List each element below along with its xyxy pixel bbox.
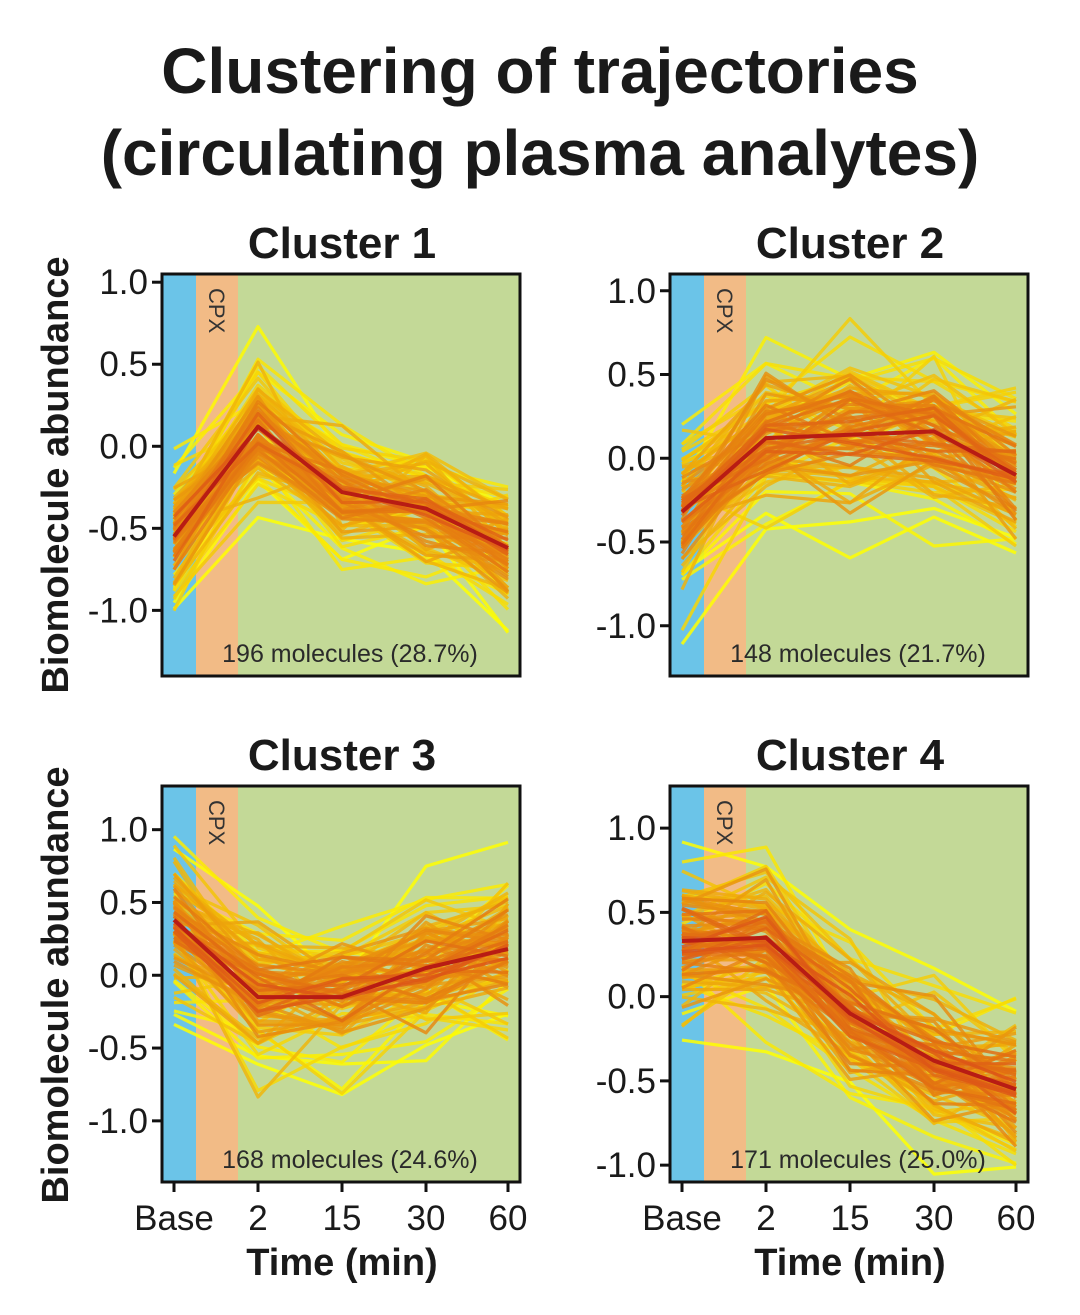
y-tick-label: -1.0 bbox=[596, 607, 656, 646]
trajectory-line bbox=[680, 427, 1017, 514]
figure-title-line-2: (circulating plasma analytes) bbox=[100, 117, 980, 189]
cluster-mean-line bbox=[681, 935, 1017, 1092]
y-tick-label: 1.0 bbox=[607, 809, 656, 848]
y-tick-label: 0.5 bbox=[99, 345, 148, 384]
cluster-count-annotation: 171 molecules (25.0%) bbox=[730, 1146, 986, 1174]
trajectory-lines bbox=[172, 325, 510, 634]
y-tick-label: -1.0 bbox=[88, 1102, 148, 1141]
y-tick-label: -1.0 bbox=[596, 1146, 656, 1185]
y-tick-label: -0.5 bbox=[596, 1062, 656, 1101]
trajectory-line bbox=[681, 437, 1017, 523]
y-tick-label: 0.5 bbox=[99, 883, 148, 922]
y-tick-label: 0.0 bbox=[99, 427, 148, 466]
cluster-panel-1: CPX 196 molecules (28.7%) 1.0 0.5 0.0 -0.5 -1.… bbox=[88, 219, 522, 678]
x-tick-label: 15 bbox=[323, 1199, 362, 1238]
y-tick-label: 1.0 bbox=[99, 263, 148, 302]
cpx-label: CPX bbox=[204, 800, 229, 846]
x-tick-label: Base bbox=[642, 1199, 722, 1238]
trajectory-line bbox=[172, 980, 509, 1060]
cluster-panel-2: CPX 148 molecules (21.7%) 1.0 0.5 0.0 -0.5 -1.… bbox=[596, 219, 1030, 678]
x-axis-label-left: Time (min) bbox=[246, 1242, 437, 1284]
trajectory-line bbox=[172, 926, 509, 1005]
x-tick-label: 60 bbox=[489, 1199, 528, 1238]
y-tick-label: -0.5 bbox=[88, 1029, 148, 1068]
trajectory-line bbox=[680, 506, 1017, 646]
y-tick-label: -0.5 bbox=[596, 523, 656, 562]
y-tick-label: 1.0 bbox=[99, 811, 148, 850]
y-tick-label: 0.5 bbox=[607, 893, 656, 932]
cluster-mean-line bbox=[172, 918, 509, 1000]
trajectory-line bbox=[172, 940, 509, 1034]
trajectory-line bbox=[680, 490, 1017, 577]
x-tick-label: 30 bbox=[407, 1199, 446, 1238]
y-tick-label: -0.5 bbox=[88, 509, 148, 548]
x-tick-label: 15 bbox=[831, 1199, 870, 1238]
cluster-count-annotation: 196 molecules (28.7%) bbox=[222, 640, 478, 668]
y-tick-label: 1.0 bbox=[607, 272, 656, 311]
x-tick-label: 2 bbox=[248, 1199, 267, 1238]
trajectory-line bbox=[680, 402, 1018, 502]
panel-frame bbox=[668, 272, 1030, 678]
cluster-panel-4: CPX 171 molecules (25.0%) 1.0 0.5 0.0 -0.5 -1.… bbox=[596, 731, 1036, 1238]
y-tick-label: 0.5 bbox=[607, 356, 656, 395]
trajectory-line bbox=[172, 400, 509, 567]
cluster-count-annotation: 168 molecules (24.6%) bbox=[222, 1146, 478, 1174]
cluster-title: Cluster 2 bbox=[756, 219, 944, 268]
x-tick-label: 30 bbox=[915, 1199, 954, 1238]
cpx-label: CPX bbox=[712, 288, 737, 334]
cluster-panel-3: CPX 168 molecules (24.6%) 1.0 0.5 0.0 -0.5 -1.… bbox=[88, 731, 528, 1238]
y-tick-label: 0.0 bbox=[99, 956, 148, 995]
trajectory-line bbox=[681, 511, 1017, 574]
trajectory-line bbox=[681, 414, 1017, 510]
panel-frame bbox=[160, 272, 522, 678]
cluster-title: Cluster 1 bbox=[248, 219, 436, 268]
x-axis-label-right: Time (min) bbox=[754, 1242, 945, 1284]
cluster-title: Cluster 4 bbox=[756, 731, 945, 780]
cpx-label: CPX bbox=[712, 800, 737, 846]
trajectory-line bbox=[681, 1038, 1017, 1176]
y-tick-label: 0.0 bbox=[607, 978, 656, 1017]
cluster-title: Cluster 3 bbox=[248, 731, 436, 780]
cluster-mean-line bbox=[680, 429, 1017, 514]
trajectory-line bbox=[681, 906, 1017, 1096]
cluster-count-annotation: 148 molecules (21.7%) bbox=[730, 640, 986, 668]
cpx-label: CPX bbox=[204, 288, 229, 334]
trajectory-line bbox=[681, 840, 1017, 1013]
y-tick-label: -1.0 bbox=[88, 591, 148, 630]
y-axis-label-bottom: Biomolecule abundance bbox=[35, 766, 77, 1203]
trajectory-lines bbox=[680, 317, 1018, 646]
x-tick-label: 60 bbox=[997, 1199, 1036, 1238]
y-axis-label-top: Biomolecule abundance bbox=[35, 256, 77, 693]
x-tick-label: 2 bbox=[756, 1199, 775, 1238]
cluster-mean-line bbox=[172, 424, 509, 550]
trajectory-line bbox=[173, 891, 509, 943]
trajectory-lines bbox=[680, 840, 1018, 1176]
trajectory-line bbox=[173, 910, 509, 1023]
trajectory-lines bbox=[172, 835, 510, 1099]
trajectory-line bbox=[172, 411, 509, 542]
trajectory-line bbox=[681, 915, 1017, 1096]
figure-title: Clustering of trajectories (circulating … bbox=[0, 30, 1080, 194]
x-tick-label: Base bbox=[134, 1199, 214, 1238]
figure-title-line-1: Clustering of trajectories bbox=[161, 35, 919, 107]
y-tick-label: 0.0 bbox=[607, 439, 656, 478]
